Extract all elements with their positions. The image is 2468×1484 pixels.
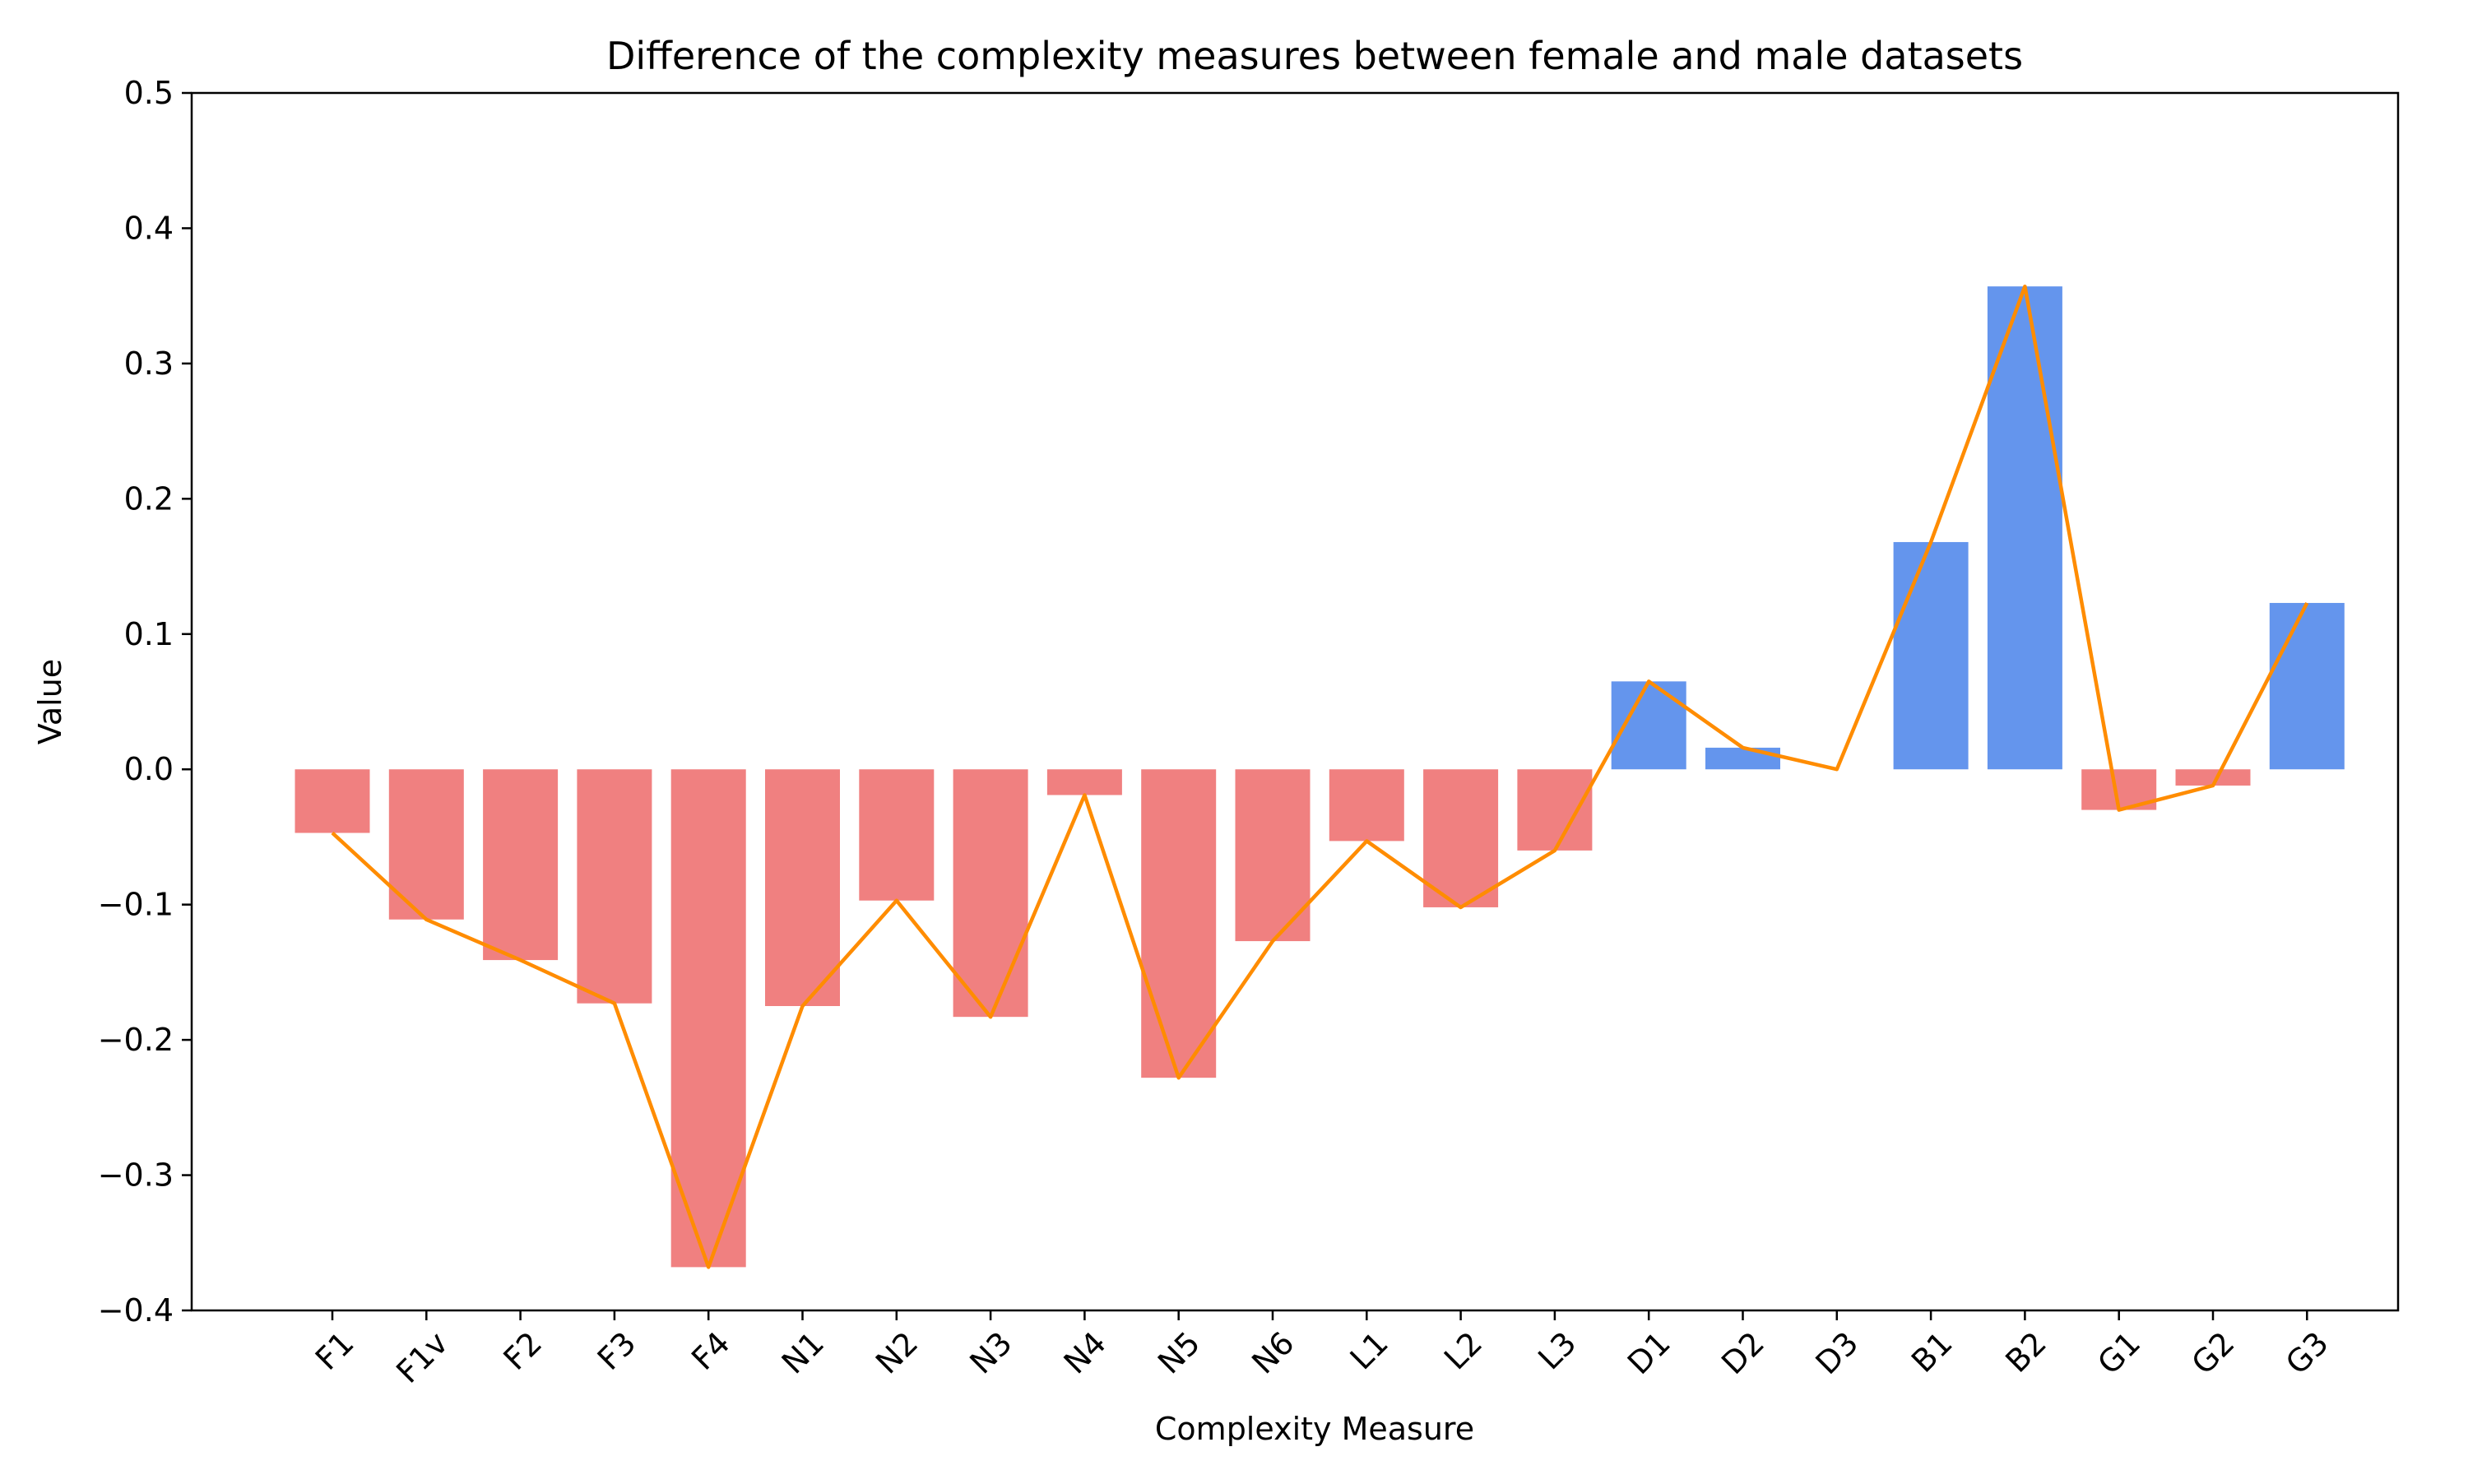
plot-area-frame (190, 91, 2400, 1312)
bar-n2 (859, 769, 935, 901)
y-tick-label: 0.1 (124, 616, 174, 652)
y-tick-label: 0.5 (124, 75, 174, 111)
bars-group (295, 286, 2345, 1268)
bar-l3 (1517, 769, 1593, 851)
y-axis-ticks: −0.4 −0.3 −0.2 −0.1 0.0 0.1 0.2 0.3 0.4 0.5 (98, 75, 192, 1329)
bar-g2 (2175, 769, 2251, 786)
bar-n3 (953, 769, 1028, 1018)
y-tick-label: −0.4 (98, 1292, 174, 1329)
y-axis-label: Value (32, 659, 68, 744)
bar-g3 (2269, 602, 2345, 770)
line-series-group (331, 284, 2309, 1269)
bar-f3 (577, 769, 652, 1004)
y-tick-label: −0.2 (98, 1022, 174, 1058)
y-tick-label: −0.3 (98, 1157, 174, 1194)
chart-title: Difference of the complexity measures be… (606, 34, 2023, 78)
bar-f4 (670, 769, 746, 1268)
bar-f1 (295, 769, 370, 833)
bar-b2 (1987, 286, 2062, 770)
bar-f2 (483, 769, 559, 961)
y-tick-label: 0.3 (124, 345, 174, 382)
bar-n5 (1141, 769, 1217, 1078)
y-tick-label: −0.1 (98, 887, 174, 923)
x-axis-label: Complexity Measure (1155, 1411, 1474, 1447)
y-tick-label: 0.0 (124, 751, 174, 787)
bar-n4 (1046, 769, 1122, 795)
y-tick-label: 0.2 (124, 480, 174, 517)
value-line (331, 284, 2309, 1269)
bar-d2 (1705, 747, 1780, 770)
bar-n1 (765, 769, 840, 1006)
bar-b1 (1893, 541, 1969, 770)
bar-l1 (1329, 769, 1404, 842)
y-tick-label: 0.4 (124, 210, 174, 246)
bar-l2 (1423, 769, 1499, 907)
